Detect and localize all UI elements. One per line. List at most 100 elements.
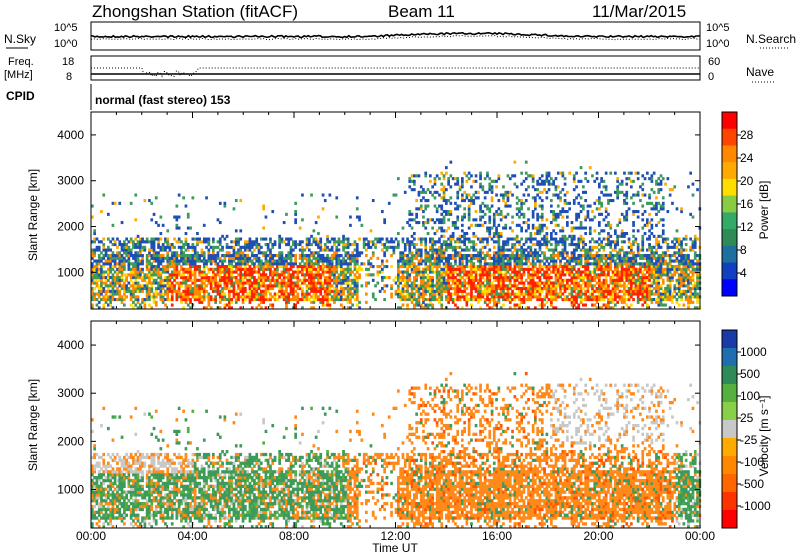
heatmap-cell: [219, 276, 222, 279]
heatmap-cell: [290, 290, 293, 293]
heatmap-cell: [162, 268, 165, 271]
heatmap-cell: [178, 227, 181, 230]
heatmap-cell: [166, 293, 169, 296]
heatmap-cell: [609, 282, 612, 285]
heatmap-cell: [258, 268, 261, 271]
heatmap-cell: [287, 282, 290, 285]
heatmap-cell: [100, 240, 103, 243]
heatmap-cell: [598, 238, 601, 241]
heatmap-cell: [415, 254, 418, 257]
heatmap-cell: [607, 240, 610, 243]
heatmap-cell: [98, 249, 101, 252]
heatmap-cell: [262, 293, 265, 296]
heatmap-cell: [623, 287, 626, 290]
heatmap-cell: [413, 271, 416, 274]
heatmap-cell: [278, 276, 281, 279]
heatmap-cell: [329, 287, 332, 290]
heatmap-cell: [208, 260, 211, 263]
heatmap-cell: [431, 276, 434, 279]
heatmap-cell: [413, 262, 416, 265]
heatmap-cell: [637, 243, 640, 246]
heatmap-cell: [310, 262, 313, 265]
heatmap-cell: [486, 293, 489, 296]
heatmap-cell: [141, 268, 144, 271]
heatmap-cell: [324, 279, 327, 282]
heatmap-cell: [573, 279, 576, 282]
heatmap-cell: [269, 268, 272, 271]
heatmap-cell: [255, 284, 258, 287]
heatmap-cell: [128, 265, 131, 268]
heatmap-cell: [495, 254, 498, 257]
heatmap-cell: [605, 276, 608, 279]
heatmap-cell: [488, 188, 491, 191]
heatmap-cell: [470, 276, 473, 279]
heatmap-cell: [340, 298, 343, 301]
heatmap-cell: [187, 271, 190, 274]
heatmap-cell: [511, 238, 514, 241]
heatmap-cell: [493, 254, 496, 257]
heatmap-cell: [523, 268, 526, 271]
heatmap-cell: [319, 260, 322, 263]
heatmap-cell: [436, 265, 439, 268]
heatmap-cell: [546, 235, 549, 238]
heatmap-cell: [605, 238, 608, 241]
heatmap-cell: [509, 254, 512, 257]
heatmap-cell: [132, 276, 135, 279]
heatmap-cell: [459, 235, 462, 238]
heatmap-cell: [255, 271, 258, 274]
heatmap-cell: [550, 254, 553, 257]
heatmap-cell: [482, 257, 485, 260]
heatmap-cell: [552, 238, 555, 241]
heatmap-cell: [383, 218, 386, 221]
heatmap-cell: [201, 287, 204, 290]
heatmap-cell: [340, 287, 343, 290]
heatmap-cell: [283, 276, 286, 279]
heatmap-cell: [527, 298, 530, 301]
heatmap-cell: [233, 271, 236, 274]
heatmap-cell: [294, 213, 297, 216]
heatmap-cell: [411, 188, 414, 191]
heatmap-cell: [148, 254, 151, 257]
heatmap-cell: [459, 262, 462, 265]
heatmap-cell: [386, 284, 389, 287]
heatmap-cell: [253, 276, 256, 279]
heatmap-cell: [525, 254, 528, 257]
heatmap-cell: [185, 268, 188, 271]
heatmap-cell: [130, 238, 133, 241]
heatmap-cell: [155, 273, 158, 276]
heatmap-cell: [482, 290, 485, 293]
heatmap-cell: [621, 249, 624, 252]
heatmap-cell: [365, 238, 368, 241]
heatmap-cell: [498, 279, 501, 282]
heatmap-cell: [258, 282, 261, 285]
heatmap-cell: [351, 251, 354, 254]
heatmap-cell: [374, 246, 377, 249]
heatmap-cell: [112, 238, 115, 241]
heatmap-cell: [319, 282, 322, 285]
heatmap-cell: [319, 273, 322, 276]
heatmap-cell: [445, 271, 448, 274]
heatmap-cell: [637, 229, 640, 232]
heatmap-cell: [614, 279, 617, 282]
heatmap-cell: [160, 254, 163, 257]
heatmap-cell: [180, 265, 183, 268]
heatmap-cell: [514, 262, 517, 265]
heatmap-cell: [415, 207, 418, 210]
heatmap-cell: [532, 224, 535, 227]
heatmap-cell: [557, 240, 560, 243]
heatmap-cell: [552, 268, 555, 271]
heatmap-cell: [525, 177, 528, 180]
heatmap-cell: [411, 284, 414, 287]
heatmap-cell: [475, 271, 478, 274]
heatmap-cell: [287, 271, 290, 274]
heatmap-cell: [534, 284, 537, 287]
heatmap-cell: [192, 260, 195, 263]
heatmap-cell: [582, 265, 585, 268]
heatmap-cell: [495, 262, 498, 265]
heatmap-cell: [598, 295, 601, 298]
heatmap-cell: [310, 254, 313, 257]
heatmap-cell: [440, 207, 443, 210]
heatmap-cell: [605, 290, 608, 293]
heatmap-cell: [472, 235, 475, 238]
heatmap-cell: [498, 240, 501, 243]
